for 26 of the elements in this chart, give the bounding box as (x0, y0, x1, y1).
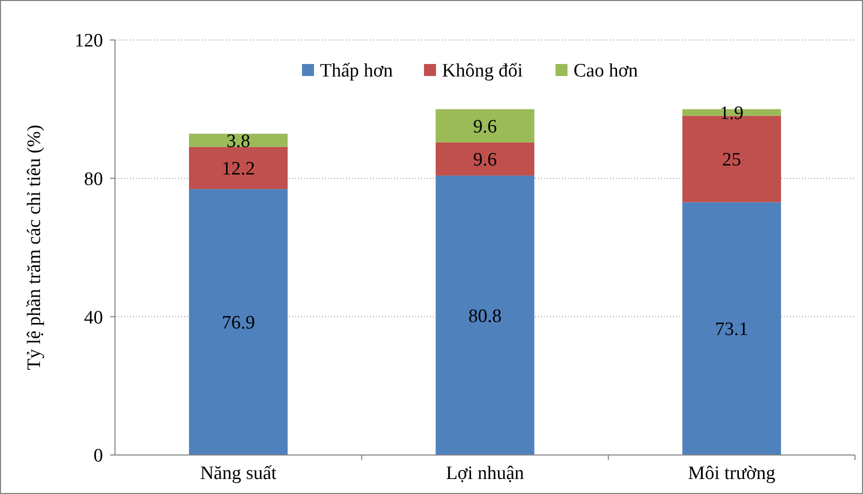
y-tick-label: 0 (94, 446, 103, 467)
x-tick-label: Năng suất (200, 463, 278, 484)
bar (436, 176, 534, 455)
legend-label: Cao hơn (574, 60, 638, 82)
x-tick-label: Môi trường (688, 463, 776, 484)
data-label: 12.2 (222, 158, 255, 180)
x-tick-label: Lợi nhuận (446, 463, 525, 484)
data-label: 9.6 (473, 116, 497, 138)
data-label: 80.8 (468, 306, 502, 327)
legend-label: Không đổi (442, 60, 523, 82)
y-tick-label: 120 (74, 30, 103, 52)
bar (189, 134, 288, 147)
bar (189, 146, 288, 190)
y-axis-title: Tỷ lệ phần trăm các chỉ tiêu (%) (24, 124, 45, 370)
data-label: 3.8 (226, 130, 250, 152)
bar (189, 189, 288, 455)
bar (436, 109, 534, 142)
data-label: 9.6 (473, 150, 497, 171)
y-tick-label: 80 (84, 168, 103, 190)
legend-label: Thấp hơn (320, 60, 394, 82)
data-label: 76.9 (222, 312, 255, 334)
data-label: 73.1 (715, 319, 748, 340)
bar (436, 142, 534, 176)
data-label: 25 (722, 150, 742, 171)
y-tick-label: 40 (84, 307, 103, 328)
bar (682, 202, 781, 455)
